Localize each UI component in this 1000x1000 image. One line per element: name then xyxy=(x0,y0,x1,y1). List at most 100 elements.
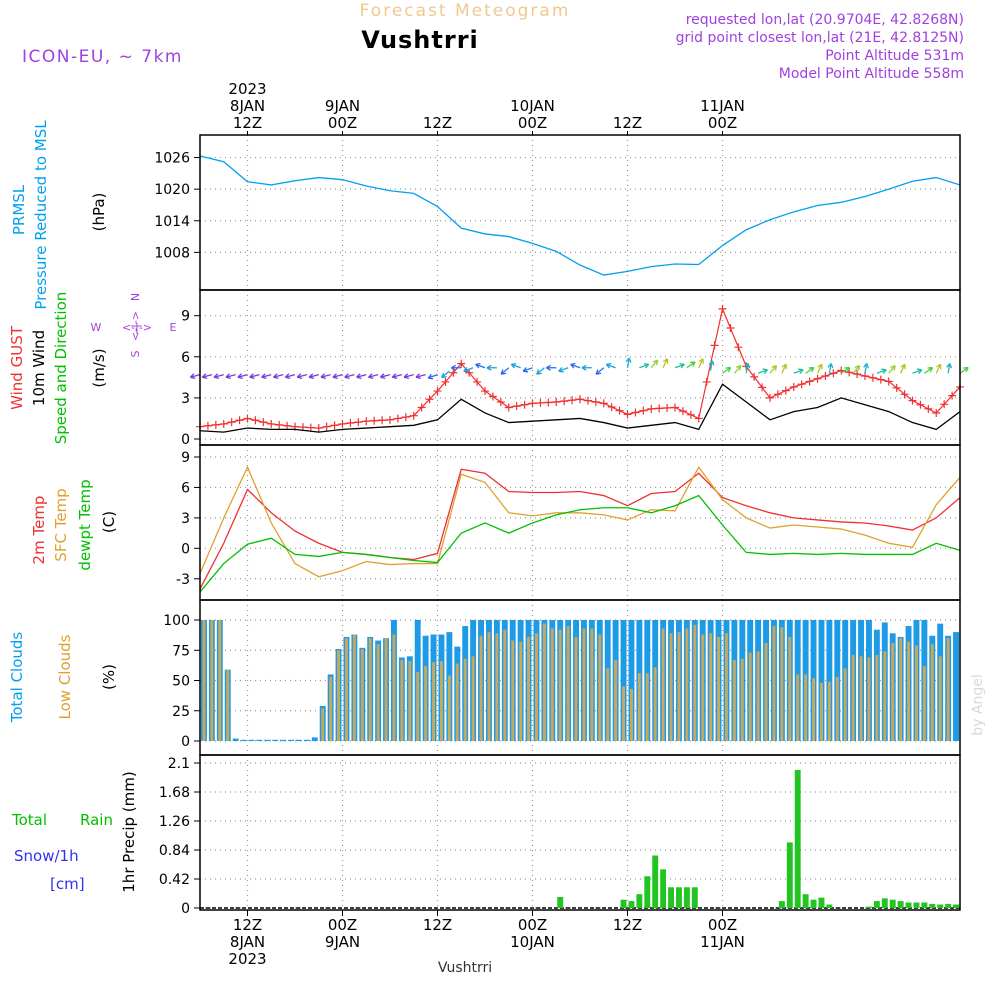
precip-bar xyxy=(929,903,936,908)
temp-dewpt-line xyxy=(199,494,961,593)
wind-direction-arrow xyxy=(261,373,272,380)
wind-gust-marker xyxy=(338,419,347,428)
wind-gust-marker xyxy=(401,413,410,422)
top-time-label: 00Z xyxy=(328,114,357,132)
wind-direction-arrow xyxy=(403,373,414,380)
low-cloud-bar xyxy=(542,623,546,741)
wind-gust-marker xyxy=(829,369,838,378)
gridpoint-location: grid point closest lon,lat (21E, 42.8125… xyxy=(676,30,964,46)
wind-gust-marker xyxy=(781,386,790,395)
wind-direction-arrow xyxy=(662,358,669,369)
low-cloud-bar xyxy=(677,632,681,741)
wind-gust-marker xyxy=(481,387,489,396)
data-layer xyxy=(189,155,969,909)
low-cloud-bar xyxy=(416,672,420,741)
wind-gust-marker xyxy=(425,395,434,404)
y-tick-label: -3 xyxy=(176,572,190,588)
wind-direction-arrow xyxy=(332,373,343,380)
y-tick-label: 1.26 xyxy=(159,814,190,830)
y-tick-label: 1014 xyxy=(154,214,190,230)
wind-gust-marker xyxy=(362,417,371,426)
wind-direction-arrow xyxy=(296,373,308,380)
wind-gust-marker xyxy=(322,422,331,431)
wind-gust-marker xyxy=(560,397,569,406)
wind-direction-arrow xyxy=(605,362,616,369)
precip-bar xyxy=(676,887,682,908)
low-cloud-bar xyxy=(376,644,380,741)
low-cloud-bar xyxy=(352,634,356,741)
precip-bar xyxy=(644,876,651,908)
wind-gust-marker xyxy=(940,400,949,409)
bottom-time-label: 8JAN xyxy=(230,933,265,951)
chart-subtitle: Forecast Meteogram xyxy=(360,1,571,21)
cloud-panel-labels: Total Clouds Low Clouds (%) xyxy=(8,632,118,724)
temp-unit: (C) xyxy=(100,511,118,533)
wind-direction-arrow xyxy=(500,367,510,375)
low-cloud-bar xyxy=(202,620,206,741)
wind-direction-arrow xyxy=(415,373,426,380)
wind-gust-marker xyxy=(370,416,379,425)
wind-direction-arrow xyxy=(650,359,659,369)
wind-direction-arrow xyxy=(189,373,201,380)
low-cloud-bar xyxy=(804,674,808,741)
wind-direction-arrow xyxy=(536,367,545,375)
wind-gust-marker xyxy=(702,377,711,386)
wind-gust-marker xyxy=(378,416,387,425)
low-cloud-bar xyxy=(812,678,815,741)
wind-direction-arrow xyxy=(225,373,236,380)
precip-bar xyxy=(652,855,659,908)
wind-direction-arrow xyxy=(344,373,355,380)
y-tick-label: 0 xyxy=(181,734,190,750)
wind-direction-arrow xyxy=(213,373,224,380)
low-cloud-bar xyxy=(210,620,214,741)
low-cloud-bar xyxy=(392,634,396,741)
wind-direction-arrow xyxy=(320,373,331,380)
total-cloud-bar xyxy=(240,739,247,741)
wind-gust-marker xyxy=(473,377,482,386)
y-tick-label: 2.1 xyxy=(168,756,190,772)
low-cloud-bar xyxy=(820,682,823,741)
bottom-time-label: 00Z xyxy=(708,916,737,934)
bottom-time-label: 12Z xyxy=(613,916,642,934)
low-cloud-bar xyxy=(479,635,483,741)
low-cloud-bar xyxy=(938,656,942,741)
wind-gust-marker xyxy=(916,400,925,409)
total-cloud-bar xyxy=(256,739,263,741)
compass-rose: N <-|-> S W <-|-> E xyxy=(91,293,177,358)
wind-gust-marker xyxy=(568,396,577,405)
low-cloud-bar xyxy=(535,633,538,741)
top-time-label: 8JAN xyxy=(230,97,265,115)
low-cloud-bar xyxy=(772,626,776,741)
wind-gust-marker xyxy=(884,377,893,386)
low-cloud-bar xyxy=(440,661,443,741)
low-cloud-bar xyxy=(922,665,926,741)
y-tick-label: 75 xyxy=(172,643,190,659)
wind-direction-arrow xyxy=(863,362,869,374)
wind-direction-arrow xyxy=(639,362,650,369)
wind-panel-labels: Wind GUST 10m Wind Speed and Direction (… xyxy=(8,292,177,445)
top-time-label: 00Z xyxy=(708,114,737,132)
precip-bar xyxy=(636,894,643,908)
precip-bar xyxy=(826,904,833,908)
wind-direction-arrow xyxy=(284,373,296,380)
bottom-time-label: 9JAN xyxy=(325,933,360,951)
y-tick-label: 100 xyxy=(163,613,190,629)
y-tick-label: 6 xyxy=(181,480,190,496)
precip-bar xyxy=(945,903,952,908)
panel-frame xyxy=(199,754,961,911)
low-cloud-bar xyxy=(891,642,895,741)
total-cloud-bar xyxy=(288,739,294,741)
wind-direction-arrow xyxy=(486,364,497,371)
wind-direction-arrow xyxy=(510,362,521,369)
low-cloud-bar xyxy=(859,656,863,741)
wind-gust-marker xyxy=(599,399,608,408)
low-cloud-bar xyxy=(345,638,348,741)
wind-gust-marker xyxy=(932,408,941,417)
wind-gust-marker xyxy=(631,408,640,417)
wind-direction-arrow xyxy=(475,362,486,369)
low-cloud-bar xyxy=(867,657,871,741)
bottom-time-label: 12Z xyxy=(233,916,262,934)
precip-bar xyxy=(660,869,667,908)
low-cloud-bar xyxy=(630,688,633,741)
